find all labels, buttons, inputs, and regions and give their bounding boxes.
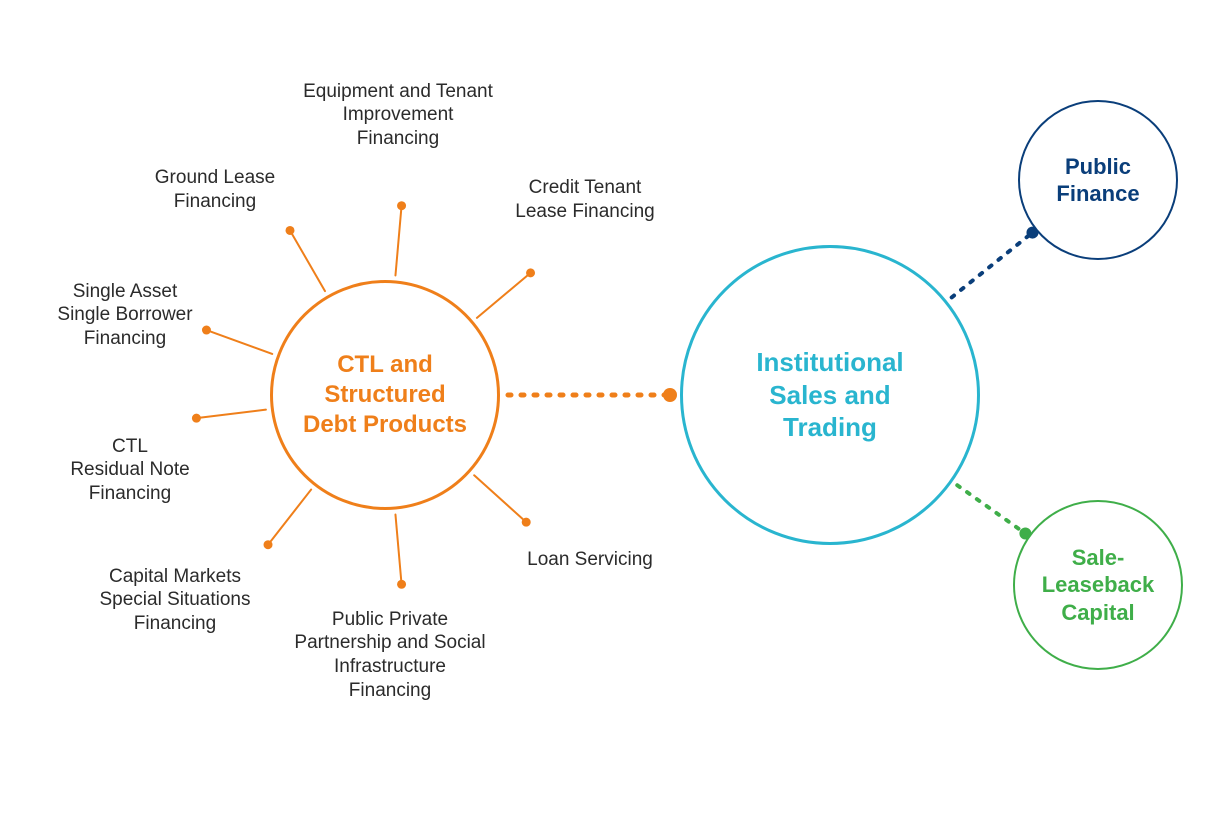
spoke-label-7: Ground LeaseFinancing (140, 166, 290, 214)
hub-ist: InstitutionalSales andTrading (680, 245, 980, 545)
hub-ist-label: InstitutionalSales andTrading (746, 346, 913, 444)
spoke-label-6: Single AssetSingle BorrowerFinancing (40, 280, 210, 351)
spoke-label-2: Loan Servicing (510, 548, 670, 572)
hub-ctl-label: CTL andStructuredDebt Products (293, 350, 477, 440)
diagram-stage: CTL andStructuredDebt Products Instituti… (0, 0, 1224, 816)
spoke-label-1: Credit TenantLease Financing (500, 176, 670, 224)
hub-slb-label: Sale-LeasebackCapital (1032, 544, 1165, 627)
spoke-label-4: Capital MarketsSpecial SituationsFinanci… (75, 565, 275, 636)
connectors-svg (0, 0, 1224, 816)
hub-sale-leaseback: Sale-LeasebackCapital (1013, 500, 1183, 670)
hub-ctl: CTL andStructuredDebt Products (270, 280, 500, 510)
spoke-label-3: Public PrivatePartnership and SocialInfr… (275, 608, 505, 703)
hub-public-finance: PublicFinance (1018, 100, 1178, 260)
spoke-label-0: Equipment and TenantImprovementFinancing (283, 80, 513, 151)
spoke-label-5: CTLResidual NoteFinancing (50, 435, 210, 506)
hub-pf-label: PublicFinance (1046, 153, 1149, 208)
